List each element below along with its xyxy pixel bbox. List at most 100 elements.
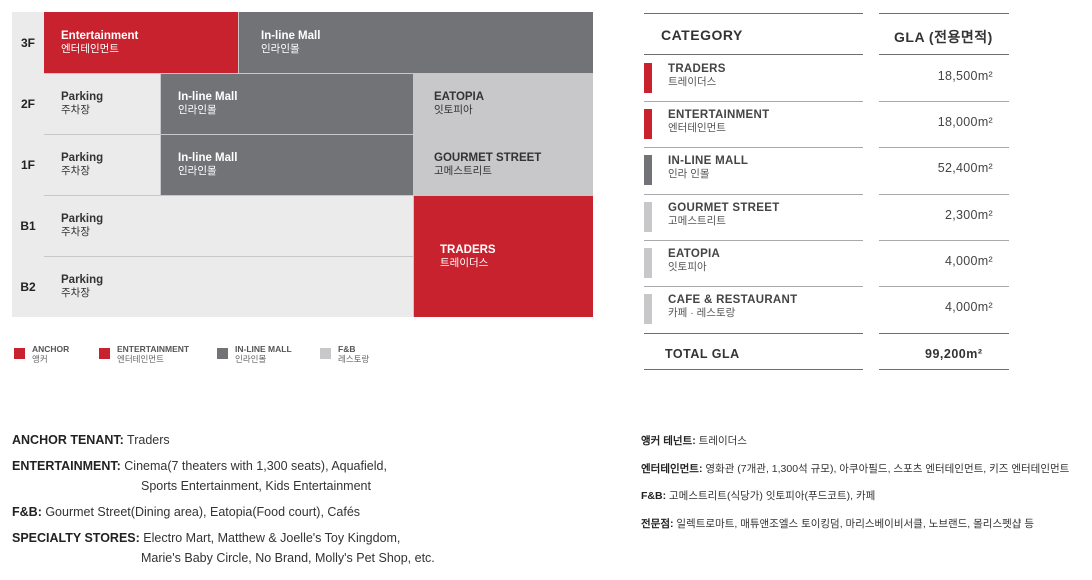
gla-value: 52,400m² xyxy=(937,161,993,175)
zone-label-ko: 주차장 xyxy=(61,287,90,299)
info-ko-anchor: 앵커 테넌트: 트레이더스 xyxy=(641,433,747,448)
zone-label-en: Parking xyxy=(61,91,104,103)
category-label-ko: 인라 인몰 xyxy=(668,168,710,180)
floor-label-b2: B2 xyxy=(12,256,44,317)
legend-swatch xyxy=(320,348,331,359)
info-ko-entertainment: 엔터테인먼트: 영화관 (7개관, 1,300석 규모), 아쿠아필드, 스포츠… xyxy=(641,461,1069,476)
zone-label-en: Parking xyxy=(61,274,104,286)
info-spec-value-2: Marie's Baby Circle, No Brand, Molly's P… xyxy=(141,551,435,565)
legend-swatch xyxy=(14,348,25,359)
info-ent-label: ENTERTAINMENT: xyxy=(12,459,121,473)
zone-label-en: Entertainment xyxy=(61,29,139,42)
gla-value: 18,000m² xyxy=(937,115,993,129)
legend-entertainment: ENTERTAINMENT 엔터테인먼트 xyxy=(99,344,189,364)
total-gla-label: TOTAL GLA xyxy=(665,347,740,361)
category-label-ko: 카페 · 레스토랑 xyxy=(668,307,736,319)
floor-label-1f: 1F xyxy=(12,134,44,195)
legend-label-ko: 레스토랑 xyxy=(338,354,370,364)
table-rule xyxy=(644,13,863,14)
category-label-en: ENTERTAINMENT xyxy=(668,109,770,121)
category-color-bar xyxy=(644,63,652,93)
info-ko-ent-value: 영화관 (7개관, 1,300석 규모), 아쿠아필드, 스포츠 엔터테인먼트,… xyxy=(702,463,1070,475)
floor-plan: 3F 2F 1F B1 B2 Entertainment 엔터테인먼트 In-l… xyxy=(12,12,593,317)
category-label-ko: 고메스트리트 xyxy=(668,215,726,227)
zone-2f-parking: Parking 주차장 xyxy=(44,74,160,134)
category-color-bar xyxy=(644,202,652,232)
gla-row: GOURMET STREET 고메스트리트 2,300m² xyxy=(644,194,1009,240)
header-category: CATEGORY xyxy=(661,27,743,43)
info-ko-fnb: F&B: 고메스트리트(식당가) 잇토피아(푸드코트), 카페 xyxy=(641,488,875,503)
zone-label-ko: 고메스트리트 xyxy=(434,165,492,177)
category-name: EATOPIA 잇토피아 xyxy=(668,248,720,274)
info-fnb-value: Gourmet Street(Dining area), Eatopia(Foo… xyxy=(41,505,361,519)
info-ko-spec-label: 전문점: xyxy=(641,518,674,530)
table-rule xyxy=(879,369,1009,370)
info-ko-ent-label: 엔터테인먼트: xyxy=(641,463,703,475)
category-color-bar xyxy=(644,248,652,278)
table-rule xyxy=(644,147,863,148)
gla-row: CAFE & RESTAURANT 카페 · 레스토랑 4,000m² xyxy=(644,286,1009,332)
zone-label-en: In-line Mall xyxy=(178,152,238,164)
info-ko-spec-value: 일렉트로마트, 매튜앤조엘스 토이킹덤, 마리스베이비서클, 노브랜드, 몰리스… xyxy=(673,518,1035,530)
total-gla-value: 99,200m² xyxy=(925,347,983,361)
info-specialty: SPECIALTY STORES: Electro Mart, Matthew … xyxy=(12,528,435,568)
zone-label-en: TRADERS xyxy=(440,243,496,256)
zone-2f-inline-mall: In-line Mall 인라인몰 xyxy=(161,74,413,134)
table-rule xyxy=(644,286,863,287)
table-rule xyxy=(879,54,1009,55)
zone-3f-inline-mall: In-line Mall 인라인몰 xyxy=(239,12,593,73)
gla-row: EATOPIA 잇토피아 4,000m² xyxy=(644,240,1009,286)
info-ko-fnb-label: F&B: xyxy=(641,490,667,502)
table-rule xyxy=(879,194,1009,195)
zone-label-en: In-line Mall xyxy=(261,29,321,42)
legend-inline-mall: IN-LINE MALL 인라인몰 xyxy=(217,344,292,364)
info-entertainment: ENTERTAINMENT: Cinema(7 theaters with 1,… xyxy=(12,456,387,496)
category-name: TRADERS 트레이더스 xyxy=(668,63,726,89)
table-rule xyxy=(644,333,863,334)
zone-label-en: In-line Mall xyxy=(178,91,238,103)
category-label-en: CAFE & RESTAURANT xyxy=(668,294,798,306)
category-label-en: IN-LINE MALL xyxy=(668,155,749,167)
category-color-bar xyxy=(644,155,652,185)
zone-label-ko: 트레이더스 xyxy=(440,256,489,269)
table-rule xyxy=(879,240,1009,241)
gla-row: IN-LINE MALL 인라 인몰 52,400m² xyxy=(644,147,1009,193)
legend-label-en: IN-LINE MALL xyxy=(235,344,292,354)
info-ent-value-1: Cinema(7 theaters with 1,300 seats), Aqu… xyxy=(120,459,387,473)
zone-label-ko: 인라인몰 xyxy=(261,42,300,55)
legend-label-en: ANCHOR xyxy=(32,344,70,354)
zone-label-ko: 주차장 xyxy=(61,226,90,238)
zone-label-ko: 인라인몰 xyxy=(178,165,217,177)
info-ko-anchor-label: 앵커 테넌트: xyxy=(641,435,696,447)
floor-label-2f: 2F xyxy=(12,73,44,134)
zone-2f-eatopia: EATOPIA 잇토피아 xyxy=(414,74,593,134)
info-ko-fnb-value: 고메스트리트(식당가) 잇토피아(푸드코트), 카페 xyxy=(666,490,876,502)
gla-row: ENTERTAINMENT 엔터테인먼트 18,000m² xyxy=(644,101,1009,147)
table-rule xyxy=(644,194,863,195)
gla-value: 4,000m² xyxy=(945,300,993,314)
table-rule xyxy=(879,13,1009,14)
category-label-en: EATOPIA xyxy=(668,248,721,260)
floor-label-3f: 3F xyxy=(12,12,44,73)
gla-value: 2,300m² xyxy=(945,208,993,222)
zone-label-en: Parking xyxy=(61,213,104,225)
table-rule xyxy=(644,101,863,102)
table-rule xyxy=(644,369,863,370)
zone-label-en: Parking xyxy=(61,152,104,164)
table-rule xyxy=(879,147,1009,148)
info-spec-label: SPECIALTY STORES: xyxy=(12,531,140,545)
table-rule xyxy=(879,101,1009,102)
category-name: GOURMET STREET 고메스트리트 xyxy=(668,202,780,228)
category-name: IN-LINE MALL 인라 인몰 xyxy=(668,155,748,181)
info-anchor: ANCHOR TENANT: Traders xyxy=(12,430,170,450)
zone-label-en: EATOPIA xyxy=(434,91,485,103)
category-color-bar xyxy=(644,109,652,139)
info-anchor-label: ANCHOR TENANT: xyxy=(12,433,124,447)
info-ko-specialty: 전문점: 일렉트로마트, 매튜앤조엘스 토이킹덤, 마리스베이비서클, 노브랜드… xyxy=(641,516,1034,531)
category-label-ko: 잇토피아 xyxy=(668,261,707,273)
category-label-en: TRADERS xyxy=(668,63,726,75)
category-label-en: GOURMET STREET xyxy=(668,202,780,214)
legend-label-ko: 인라인몰 xyxy=(235,354,267,364)
zone-label-ko: 주차장 xyxy=(61,104,90,116)
category-label-ko: 트레이더스 xyxy=(668,76,717,88)
